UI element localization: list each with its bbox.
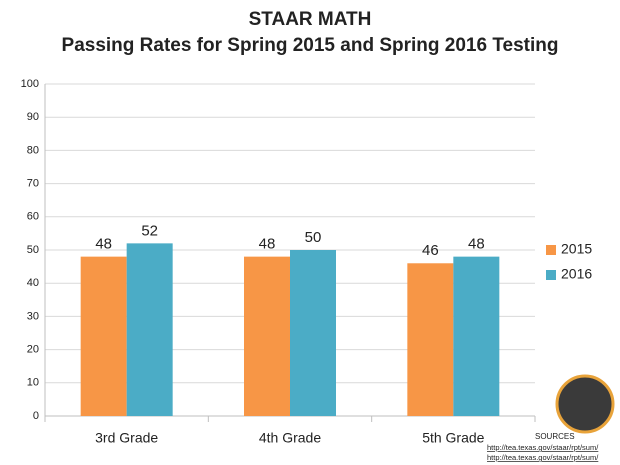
legend-swatch — [546, 245, 556, 255]
chart-title: STAAR MATH — [249, 9, 372, 30]
bar — [290, 250, 336, 416]
logo — [555, 374, 615, 434]
chart-subtitle: Passing Rates for Spring 2015 and Spring… — [62, 35, 559, 56]
bar — [126, 243, 173, 416]
y-tick-label: 40 — [27, 277, 39, 289]
y-tick-label: 0 — [33, 410, 39, 422]
sources-heading: SOURCES — [535, 432, 575, 441]
y-tick-label: 30 — [27, 310, 39, 322]
value-label: 46 — [422, 242, 439, 259]
y-tick-label: 60 — [27, 211, 39, 223]
x-tick-label: 3rd Grade — [95, 430, 158, 446]
legend-label: 2016 — [561, 266, 592, 282]
bar — [407, 263, 454, 416]
legend-swatch — [546, 270, 556, 280]
x-tick-label: 5th Grade — [422, 430, 484, 446]
bar — [244, 256, 290, 416]
value-label: 48 — [468, 236, 485, 253]
legend-label: 2015 — [561, 241, 592, 257]
y-tick-label: 90 — [27, 111, 39, 123]
y-tick-label: 20 — [27, 344, 39, 356]
value-label: 52 — [141, 222, 158, 239]
source-link: http://tea.texas.gov/staar/rpt/sum/ — [487, 443, 599, 452]
y-tick-label: 100 — [21, 78, 39, 90]
x-tick-label: 4th Grade — [259, 430, 321, 446]
y-tick-label: 80 — [27, 144, 39, 156]
value-label: 48 — [259, 236, 276, 253]
y-tick-label: 70 — [27, 178, 39, 190]
y-tick-label: 10 — [27, 377, 39, 389]
bar — [80, 256, 127, 416]
source-link: http://tea.texas.gov/staar/rpt/sum/ — [487, 453, 599, 462]
y-tick-label: 50 — [27, 244, 39, 256]
bar — [453, 256, 500, 416]
value-label: 50 — [305, 229, 322, 246]
value-label: 48 — [95, 236, 112, 253]
